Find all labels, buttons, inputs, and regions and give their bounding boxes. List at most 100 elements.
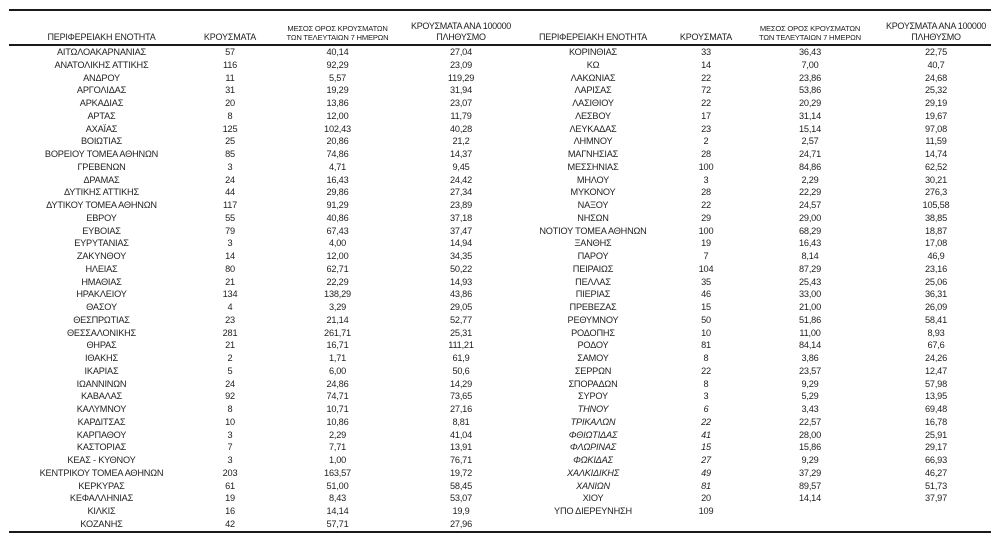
left-region-cell: ΗΛΕΙΑΣ	[85, 263, 118, 274]
left-per100k-cell: 111,21	[448, 340, 474, 351]
left-region-cell: ΑΡΤΑΣ	[87, 110, 116, 121]
right-cases-cell: 7	[703, 251, 709, 261]
left-avg7-cell: 5,57	[328, 72, 347, 83]
left-avg7-cell: 62,71	[326, 263, 349, 274]
left-per100k-cell: 31,94	[450, 85, 472, 96]
left-region-cell: ΑΝΑΤΟΛΙΚΗΣ ΑΤΤΙΚΗΣ	[54, 59, 149, 70]
header-label: ΠΛΗΘΥΣΜΟ	[436, 31, 486, 42]
right-per100k-cell: 25,91	[925, 429, 947, 440]
left-avg7-cell: 10,71	[326, 404, 349, 414]
right-avg7-cell: 51,86	[799, 314, 821, 325]
right-region-cell: ΛΕΣΒΟΥ	[575, 110, 611, 121]
right-avg7-cell: 37,29	[799, 467, 821, 478]
left-per100k-cell: 8,81	[452, 416, 470, 427]
left-avg7-cell: 6,00	[328, 365, 347, 376]
left-region-header: ΠΕΡΙΦΕΡΕΙΑΚΗ ΕΝΟΤΗΤΑ	[9, 11, 194, 46]
right-cases-cell: 2	[703, 136, 709, 147]
right-cases-cell: 29	[701, 212, 711, 223]
right-per100k-cell: 25,32	[925, 85, 947, 96]
left-region-cell: ΘΑΣΟΥ	[86, 302, 117, 312]
left-cases-cell: 16	[225, 506, 235, 516]
left-cases-cell: 55	[225, 212, 235, 223]
right-avg7-cell: 29,00	[799, 212, 821, 223]
right-avg7-cell: 16,43	[799, 238, 821, 249]
left-cases-cell: 8	[227, 110, 233, 121]
table-header: ΠΕΡΙΦΕΡΕΙΑΚΗ ΕΝΟΤΗΤΑ ΚΡΟΥΣΜΑΤΑ ΜΕΣΟΣ ΟΡΟ…	[9, 11, 991, 46]
left-per100k-cell: 37,47	[450, 225, 472, 236]
left-cases-cell: 8	[227, 404, 233, 414]
left-per100k-cell: 14,93	[450, 276, 472, 287]
table-row: ΑΙΤΩΛΟΑΚΑΡΝΑΝΙΑΣ 57 40,14 27,04 ΚΟΡΙΝΘΙΑΣ 33 3…	[9, 45, 991, 59]
left-region-cell: ΔΥΤΙΚΗΣ ΑΤΤΙΚΗΣ	[64, 187, 139, 198]
right-region-cell: ΝΑΞΟΥ	[577, 200, 609, 210]
table-row: ΚΑΒΑΛΑΣ 92 74,71 73,65 ΣΥΡΟΥ 3 5,29 13,95	[9, 390, 991, 403]
right-per100k-cell: 58,41	[925, 314, 947, 325]
table-row: ΚΕΡΚΥΡΑΣ 61 51,00 58,45 ΧΑΝΙΩΝ 81 89,57 51,73	[9, 480, 991, 493]
left-region-cell: ΕΥΡΥΤΑΝΙΑΣ	[74, 238, 129, 249]
cases-table-sheet: ΠΕΡΙΦΕΡΕΙΑΚΗ ΕΝΟΤΗΤΑ ΚΡΟΥΣΜΑΤΑ ΜΕΣΟΣ ΟΡΟ…	[0, 9, 1000, 533]
table-row: ΗΛΕΙΑΣ 80 62,71 50,22 ΠΕΙΡΑΙΩΣ 104 87,29 23,16	[9, 263, 991, 276]
right-region-cell: ΛΑΡΙΣΑΣ	[574, 85, 612, 96]
left-cases-cell: 42	[194, 517, 266, 533]
left-cases-cell: 281	[222, 327, 238, 338]
left-region-cell: ΘΗΡΑΣ	[86, 340, 117, 351]
table-row: ΑΡΤΑΣ 8 12,00 11,79 ΛΕΣΒΟΥ 17 31,14 19,67	[9, 110, 991, 123]
left-per100k-cell: 34,35	[450, 251, 472, 261]
left-cases-cell: 44	[225, 187, 235, 198]
right-cases-cell: 20	[701, 493, 711, 504]
left-per100k-cell: 23,09	[450, 59, 472, 70]
right-avg7-cell: 20,29	[799, 98, 821, 108]
right-avg7-cell: 14,14	[799, 493, 821, 504]
left-cases-cell: 11	[225, 72, 235, 83]
table-row: ΑΡΓΟΛΙΔΑΣ 31 19,29 31,94 ΛΑΡΙΣΑΣ 72 53,86 25,32	[9, 84, 991, 97]
right-per100k-cell: 57,98	[925, 378, 947, 389]
right-region-cell: ΜΑΓΝΗΣΙΑΣ	[567, 149, 619, 159]
right-per100k-cell: 29,19	[925, 98, 947, 108]
right-cases-cell: 22	[701, 72, 711, 83]
left-cases-cell: 116	[222, 59, 238, 70]
left-region-cell: ΓΡΕΒΕΝΩΝ	[77, 161, 126, 172]
right-per100k-cell: 12,47	[925, 365, 947, 376]
left-cases-cell: 117	[222, 200, 238, 210]
right-avg7-cell: 28,00	[799, 429, 821, 440]
right-per100k-cell: 18,87	[925, 225, 947, 236]
right-region-cell: ΤΡΙΚΑΛΩΝ	[570, 416, 616, 427]
right-cases-cell: 6	[703, 404, 709, 414]
table-row: ΙΘΑΚΗΣ 2 1,71 61,9 ΣΑΜΟΥ 8 3,86 24,26	[9, 352, 991, 365]
right-region-cell: ΥΠΟ ΔΙΕΡΕΥΝΗΣΗ	[554, 506, 632, 516]
right-cases-cell: 33	[701, 47, 711, 57]
left-cases-cell: 19	[225, 493, 235, 504]
left-avg7-cell: 16,43	[326, 174, 349, 185]
right-cases-cell: 81	[701, 340, 711, 351]
left-region-cell: ΚΙΛΚΙΣ	[87, 506, 116, 516]
left-avg7-cell: 7,71	[328, 442, 347, 453]
right-avg7-header: ΜΕΣΟΣ ΟΡΟΣ ΚΡΟΥΣΜΑΤΩΝ ΤΩΝ ΤΕΛΕΥΤΑΙΩΝ 7 Η…	[739, 11, 881, 46]
right-cases-cell: 15	[701, 302, 711, 312]
right-cases-cell: 100	[698, 161, 714, 172]
left-avg7-cell: 4,00	[328, 238, 347, 249]
right-cases-cell: 41	[701, 429, 711, 440]
table-row: ΚΑΛΥΜΝΟΥ 8 10,71 27,16 ΤΗΝΟΥ 6 3,43 69,48	[9, 403, 991, 416]
right-cases-cell: 49	[701, 467, 711, 478]
left-cases-cell: 92	[225, 391, 235, 402]
left-avg7-cell: 4,71	[328, 161, 347, 172]
right-region-header: ΠΕΡΙΦΕΡΕΙΑΚΗ ΕΝΟΤΗΤΑ	[513, 11, 673, 46]
right-avg7-cell: 24,71	[799, 149, 821, 159]
left-per100k-cell: 19,9	[452, 506, 470, 516]
header-label: ΜΕΣΟΣ ΟΡΟΣ ΚΡΟΥΣΜΑΤΩΝ	[759, 24, 861, 33]
left-avg7-cell: 22,29	[326, 276, 349, 287]
table-row: ΖΑΚΥΝΘΟΥ 14 12,00 34,35 ΠΑΡΟΥ 7 8,14 46,9	[9, 250, 991, 263]
left-avg7-cell: 13,86	[326, 98, 349, 108]
left-cases-cell: 57	[225, 47, 235, 57]
right-cases-cell: 28	[701, 149, 711, 159]
left-avg7-cell: 138,29	[324, 289, 351, 300]
left-region-cell: ΔΥΤΙΚΟΥ ΤΟΜΕΑ ΑΘΗΝΩΝ	[46, 200, 157, 210]
right-cases-cell: 22	[701, 98, 711, 108]
table-row: ΔΡΑΜΑΣ 24 16,43 24,42 ΜΗΛΟΥ 3 2,29 30,21	[9, 174, 991, 187]
right-per100k-cell: 14,74	[925, 149, 947, 159]
left-region-cell: ΚΑΛΥΜΝΟΥ	[76, 404, 127, 414]
table-row: ΚΑΡΔΙΤΣΑΣ 10 10,86 8,81 ΤΡΙΚΑΛΩΝ 22 22,57 16,78	[9, 416, 991, 429]
header-label: ΚΡΟΥΣΜΑΤΑ	[203, 31, 257, 42]
left-region-cell: ΖΑΚΥΝΘΟΥ	[76, 251, 127, 261]
right-per100k-cell: 37,97	[925, 493, 947, 504]
